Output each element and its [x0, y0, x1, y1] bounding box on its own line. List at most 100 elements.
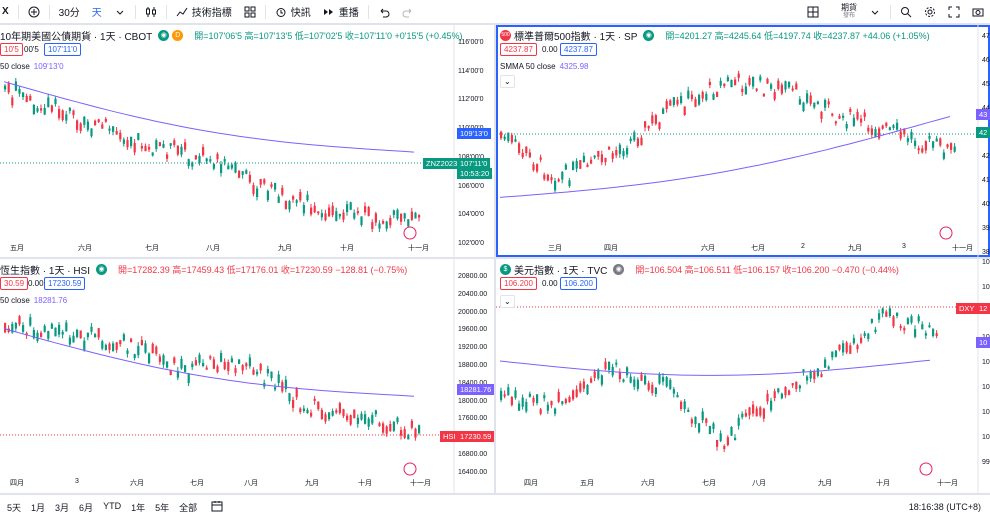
range-button[interactable]: 3月 — [55, 502, 70, 513]
chart-panel-top-right[interactable]: 500 標準普爾500指數 · 1天 · SP ◉ 開=4201.27 高=42… — [496, 25, 990, 257]
buy-price-box[interactable]: 4237.87 — [560, 43, 597, 56]
candle-body — [119, 132, 122, 140]
price-tick-label: 20400.00 — [458, 290, 488, 298]
interval-day-button[interactable]: 天 — [91, 8, 102, 19]
candle-body — [220, 164, 223, 173]
dollar-icon: $ — [500, 264, 511, 275]
candle-body — [209, 356, 212, 359]
alert-button[interactable]: 快訊 — [269, 0, 317, 24]
chart-panel-top-left[interactable]: 10年期美國公債期貨 · 1天 · CBOT ◉ D 開=107'06'5 高=… — [0, 25, 494, 257]
lightning-icon[interactable] — [403, 226, 417, 240]
candle-body — [83, 116, 86, 125]
search-button[interactable] — [894, 0, 918, 24]
more-dropdown[interactable] — [863, 0, 887, 24]
replay-label: 重播 — [338, 8, 359, 19]
range-button[interactable]: 全部 — [179, 502, 198, 513]
candle-body — [205, 158, 208, 162]
price-chart-plot[interactable] — [496, 25, 990, 257]
candle-body — [932, 141, 935, 148]
chart-panel-bottom-left[interactable]: 恆生指數 · 1天 · HSI ◉ 開=17282.39 高=17459.43 … — [0, 259, 494, 493]
collapse-legend-button[interactable]: ⌄ — [500, 75, 515, 88]
candle-body — [838, 344, 841, 350]
buy-price-box[interactable]: 17230.59 — [44, 277, 86, 290]
replay-button[interactable]: 重播 — [317, 0, 365, 24]
price-chart-plot[interactable] — [0, 259, 494, 493]
redo-icon — [402, 8, 412, 17]
range-button[interactable]: 6月 — [79, 502, 94, 513]
indicators-button[interactable]: 技術指標 — [170, 0, 238, 24]
candle-body — [284, 200, 287, 210]
buy-price-box[interactable]: 106.200 — [560, 277, 597, 290]
price-chart-plot[interactable] — [496, 259, 990, 493]
sell-price-box[interactable]: 10'5 — [0, 43, 23, 56]
layout-button[interactable] — [238, 0, 262, 24]
undo-button[interactable] — [372, 0, 396, 24]
candle-body — [561, 172, 564, 180]
candle-body — [90, 128, 93, 137]
futures-button[interactable]: 期貨 發布 — [835, 0, 863, 24]
candle-body — [759, 76, 762, 81]
candle-body — [65, 322, 68, 332]
price-tick-label: 18400.00 — [458, 380, 487, 387]
time-tick-label: 九月 — [818, 480, 832, 487]
candle-body — [928, 325, 931, 328]
range-button[interactable]: 1年 — [131, 502, 146, 513]
chart-panel-bottom-right[interactable]: $ 美元指數 · 1天 · TVC ◉ 開=106.504 高=106.511 … — [496, 259, 990, 493]
add-symbol-button[interactable] — [22, 0, 46, 24]
lightning-icon[interactable] — [403, 462, 417, 476]
lightning-icon[interactable] — [919, 462, 933, 476]
snapshot-button[interactable] — [966, 0, 990, 24]
sell-price-box[interactable]: 4237.87 — [500, 43, 537, 56]
candle-body — [101, 341, 104, 349]
candle-body — [403, 213, 406, 219]
calendar-icon — [211, 501, 223, 512]
candle-body — [274, 387, 277, 390]
candle-body — [762, 408, 765, 419]
candle-body — [662, 376, 665, 382]
candle-body — [72, 110, 75, 116]
candle-body — [50, 323, 53, 329]
buy-price-box[interactable]: 107'11'0 — [44, 43, 82, 56]
candle-body — [302, 205, 305, 214]
candle-body — [770, 84, 773, 89]
chart-type-button[interactable] — [139, 0, 163, 24]
eye-icon: ◉ — [96, 264, 108, 275]
bottom-toolbar: 5天 1月 3月 6月 YTD 1年 5年 全部 18:16:38 (UTC+8) — [0, 494, 990, 519]
candle-body — [906, 318, 909, 325]
price-tick-label: 45 — [982, 81, 990, 88]
range-button[interactable]: 5天 — [7, 502, 22, 513]
ma-legend: 50 close 18281.76 — [0, 296, 67, 305]
candle-body — [572, 161, 575, 171]
last-price-tag: 17230.59 — [457, 431, 494, 442]
price-tick-label: 102'00'0 — [458, 239, 485, 247]
redo-button[interactable] — [396, 0, 420, 24]
candle-body — [220, 353, 223, 362]
fullscreen-button[interactable] — [942, 0, 966, 24]
candle-body — [881, 125, 884, 129]
candle-body — [133, 354, 136, 359]
collapse-legend-button[interactable]: ⌄ — [500, 295, 515, 308]
lightning-icon[interactable] — [939, 226, 953, 240]
price-chart-plot[interactable] — [0, 25, 494, 257]
symbol-search[interactable]: X — [0, 0, 15, 24]
clock-timezone[interactable]: 18:16:38 (UTC+8) — [908, 502, 981, 512]
candle-body — [130, 338, 133, 343]
date-range-picker-button[interactable] — [206, 500, 228, 514]
sell-price-box[interactable]: 30.59 — [0, 277, 29, 290]
interval-dropdown[interactable] — [108, 0, 132, 24]
sell-price-box[interactable]: 106.200 — [500, 277, 537, 290]
interval-button[interactable]: 30分 — [58, 8, 80, 19]
candle-body — [806, 93, 809, 103]
candle-body — [223, 361, 226, 370]
settings-button[interactable] — [918, 0, 942, 24]
symbol-text: X — [2, 6, 9, 17]
candle-body — [212, 164, 215, 169]
candle-body — [36, 332, 39, 341]
candle-body — [367, 418, 370, 427]
range-button[interactable]: 1月 — [31, 502, 46, 513]
range-button[interactable]: 5年 — [155, 502, 170, 513]
ma-label: SMMA 50 close — [500, 62, 556, 71]
time-tick-label: 九月 — [278, 245, 292, 252]
layout-select-button[interactable] — [801, 0, 825, 24]
range-button[interactable]: YTD — [103, 500, 122, 511]
